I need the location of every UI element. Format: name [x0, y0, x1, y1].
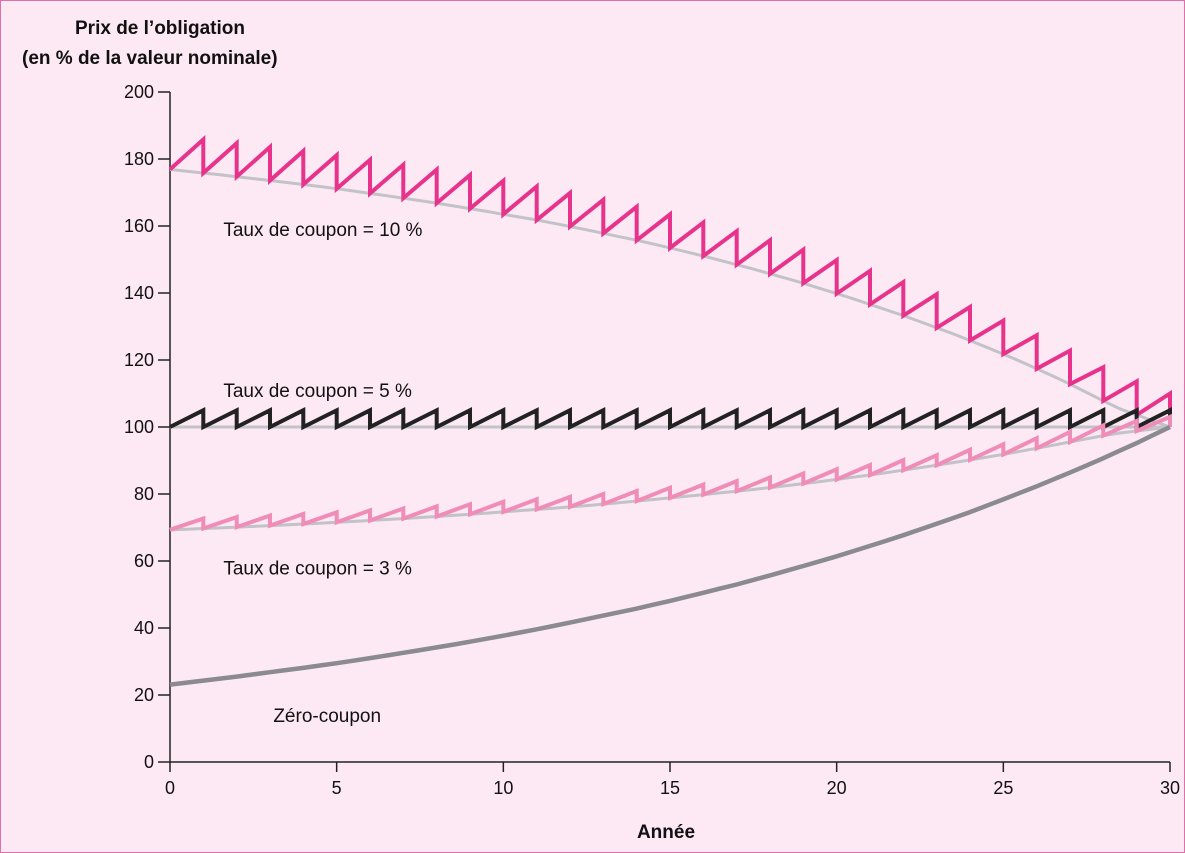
x-tick-label: 5	[332, 778, 342, 798]
series-taux-de-coupon-10-label: Taux de coupon = 10 %	[223, 220, 422, 241]
y-axis-title-line1: Prix de l’obligation	[75, 18, 245, 39]
y-tick-label: 160	[124, 216, 154, 236]
y-tick-label: 200	[124, 82, 154, 102]
axes: 0 20 40 60 80 100 120 140 160 180 200 0 5 10 15 20 25 30	[124, 82, 1180, 798]
series-z-ro-coupon-label: Zéro-coupon	[273, 706, 381, 727]
x-tick-label: 10	[493, 778, 513, 798]
y-tick-label: 0	[144, 752, 154, 772]
x-tick-label: 30	[1160, 778, 1180, 798]
y-tick-label: 60	[134, 551, 154, 571]
series-lines	[168, 135, 1172, 687]
y-tick-label: 140	[124, 283, 154, 303]
series-z-ro-coupon-line	[169, 424, 1171, 687]
series-labels: Taux de coupon = 10 % Taux de coupon = 5 …	[223, 220, 422, 727]
series-taux-de-coupon-5-label: Taux de coupon = 5 %	[223, 381, 412, 402]
y-axis-title-line2: (en % de la valeur nominale)	[22, 48, 278, 69]
y-tick-label: 120	[124, 350, 154, 370]
x-tick-label: 0	[165, 778, 175, 798]
series-taux-de-coupon-3-label: Taux de coupon = 3 %	[223, 558, 412, 579]
series-taux-de-coupon-3-line	[169, 413, 1172, 532]
series-taux-de-coupon-10-line	[168, 135, 1172, 427]
y-tick-label: 180	[124, 149, 154, 169]
x-tick-label: 25	[993, 778, 1013, 798]
x-axis-title: Année	[637, 822, 695, 843]
x-tick-label: 20	[827, 778, 847, 798]
y-tick-label: 80	[134, 484, 154, 504]
y-tick-label: 100	[124, 417, 154, 437]
x-tick-label: 15	[660, 778, 680, 798]
y-tick-label: 40	[134, 618, 154, 638]
y-tick-label: 20	[134, 685, 154, 705]
series-taux-de-coupon-3-clean-price-line	[169, 425, 1171, 532]
series-taux-de-coupon-5-line	[169, 407, 1172, 431]
